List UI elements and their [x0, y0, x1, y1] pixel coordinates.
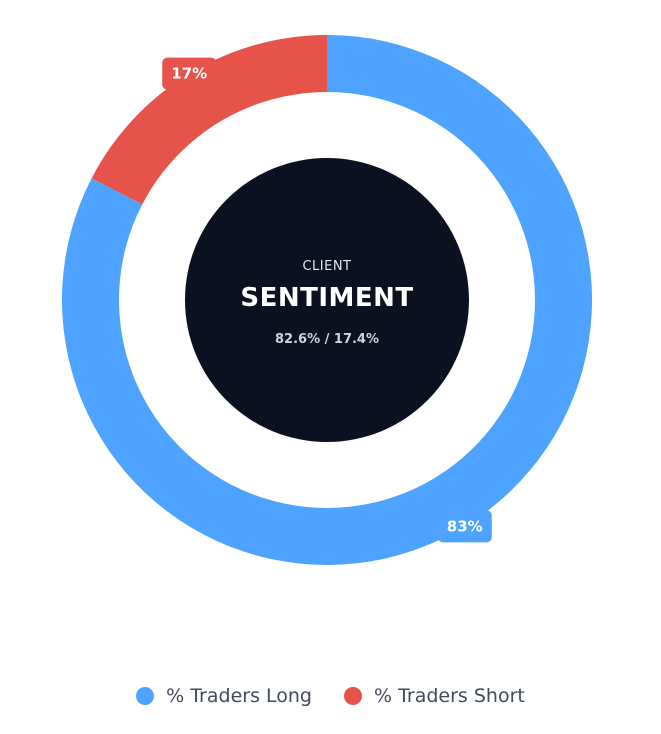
legend-swatch-long [136, 687, 155, 705]
center-ratio-text: 82.6% / 17.4% [275, 332, 379, 347]
data-label-box-short [162, 57, 217, 90]
data-label-box-long [437, 510, 492, 543]
legend-swatch-short [343, 687, 362, 705]
center-label-big: SENTIMENT [240, 283, 413, 313]
center-disc [185, 158, 469, 442]
legend-item-short[interactable]: % Traders Short [343, 685, 525, 707]
data-label-long: 83% [437, 510, 492, 543]
legend-item-long[interactable]: % Traders Long [136, 685, 312, 707]
center-label-small: CLIENT [302, 259, 351, 274]
data-label-short: 17% [162, 57, 217, 90]
data-label-text-short: 17% [171, 65, 207, 83]
legend: % Traders Long % Traders Short [0, 685, 661, 707]
slice-short[interactable] [91, 35, 327, 205]
slices-layer [61, 35, 592, 565]
legend-label-long: % Traders Long [166, 685, 312, 707]
legend-label-short: % Traders Short [373, 685, 525, 707]
data-labels-layer: 83% 17% [162, 57, 492, 543]
data-label-text-long: 83% [447, 517, 483, 535]
